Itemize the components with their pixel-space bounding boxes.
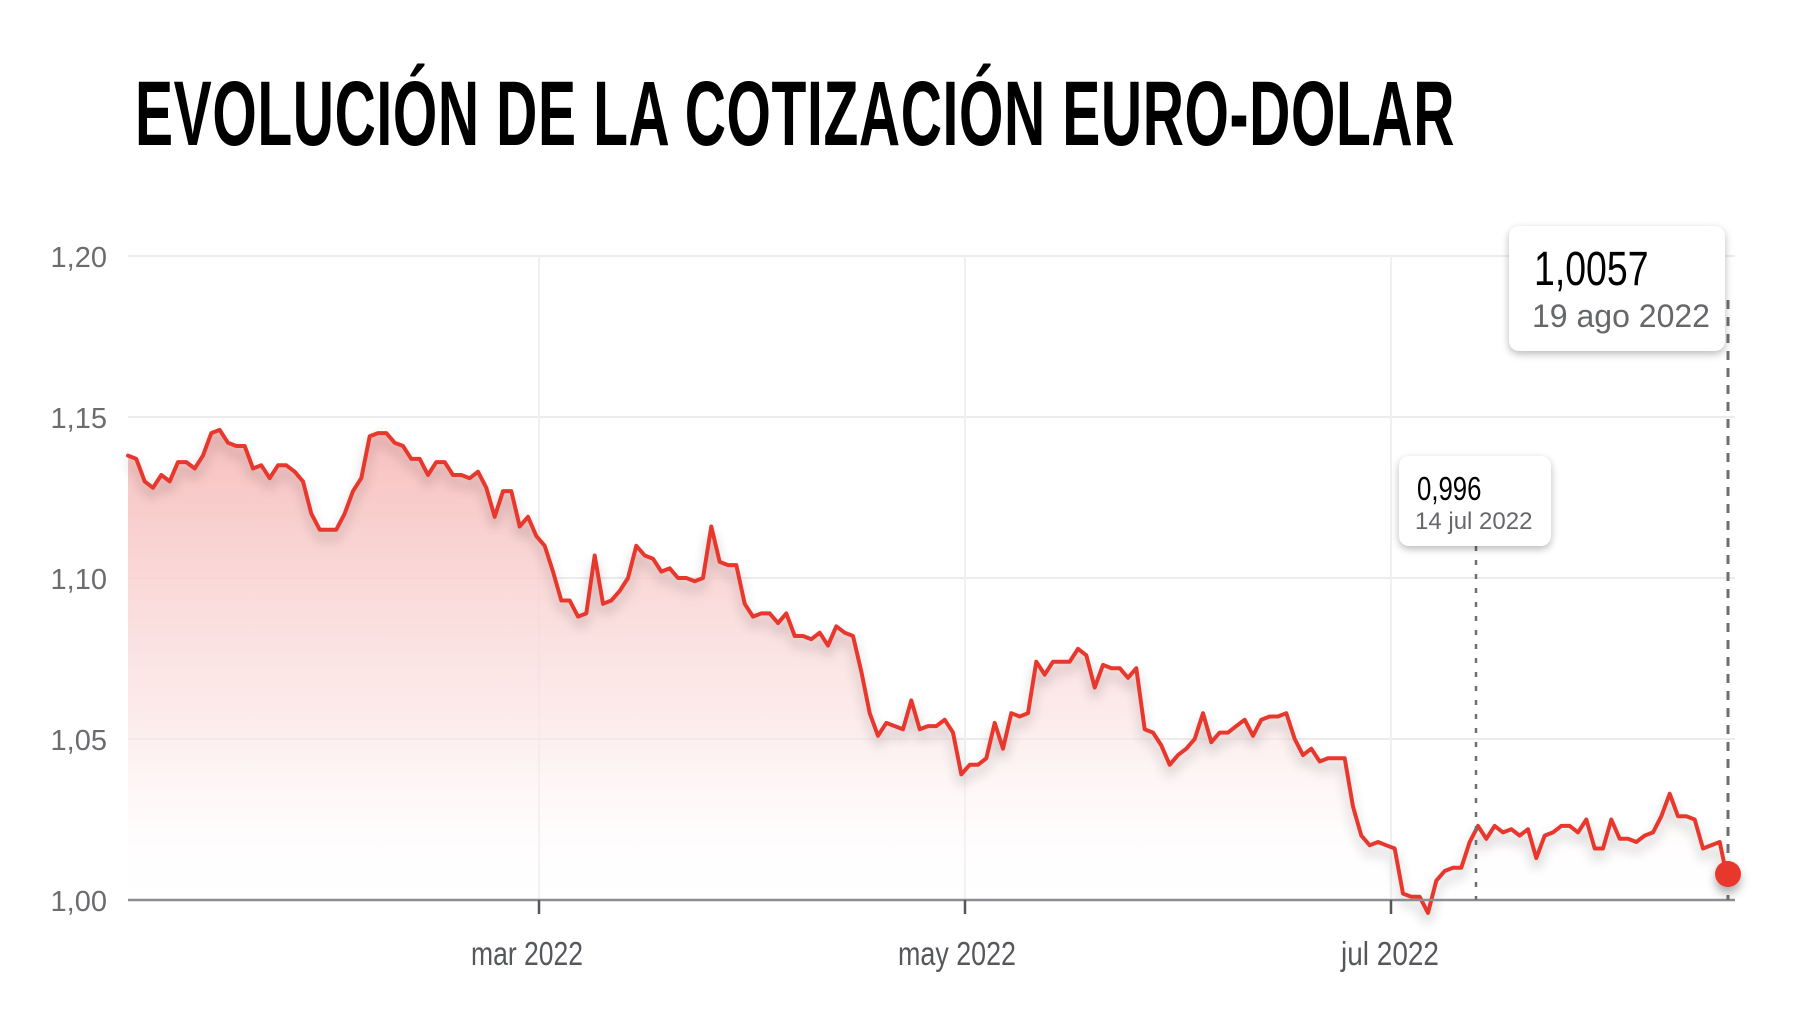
x-axis-ticks [537, 900, 1393, 914]
tooltip-latest-value: 1,0057 [1534, 243, 1649, 296]
last-point-marker[interactable] [1715, 861, 1741, 887]
x-axis-labels: mar 2022 may 2022 jul 2022 [471, 935, 1439, 972]
data-line [126, 427, 1730, 915]
tooltip-minimum-date: 14 jul 2022 [1415, 508, 1533, 535]
x-tick-label: may 2022 [898, 935, 1016, 972]
y-tick-label: 1,10 [51, 564, 107, 596]
x-tick-label: mar 2022 [471, 935, 583, 972]
tooltip-latest-date: 19 ago 2022 [1532, 298, 1710, 334]
area-fill [128, 429, 1728, 913]
tooltip-minimum-value: 0,996 [1417, 470, 1482, 507]
y-tick-label: 1,20 [51, 242, 107, 274]
y-tick-label: 1,15 [51, 403, 107, 435]
y-tick-label: 1,00 [51, 886, 107, 918]
tooltip-minimum: 0,996 14 jul 2022 [1399, 456, 1551, 546]
chart-title: EVOLUCIÓN DE LA COTIZACIÓN EURO-DOLAR [135, 63, 1456, 165]
y-axis-labels: 1,20 1,15 1,10 1,05 1,00 [51, 242, 107, 918]
y-tick-label: 1,05 [51, 725, 107, 757]
tooltip-latest: 1,0057 19 ago 2022 [1509, 226, 1725, 351]
x-tick-label: jul 2022 [1340, 935, 1439, 972]
